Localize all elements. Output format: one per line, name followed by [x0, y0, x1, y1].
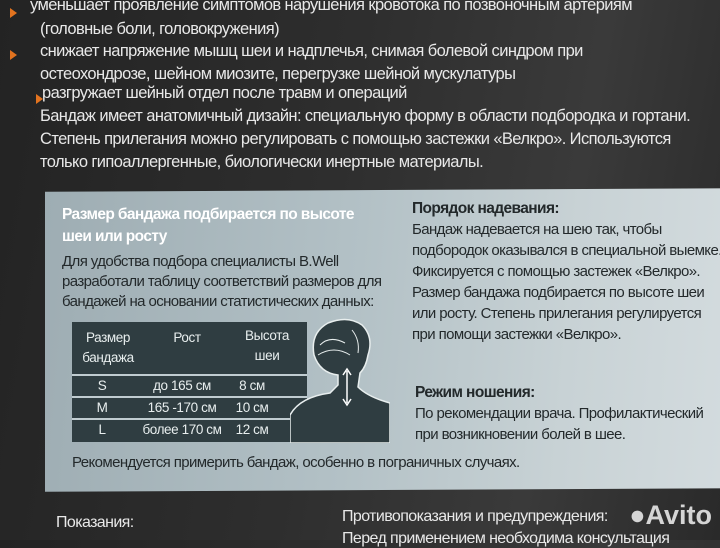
table-row: L более 170 см 12 см	[72, 418, 307, 437]
bullet-text: (головные боли, головокружения)	[40, 20, 280, 38]
size-heading: Размер бандажа подбирается по высоте	[62, 206, 354, 223]
head-neck-illustration	[290, 318, 390, 443]
bullet-icon	[10, 50, 17, 60]
bullet-icon	[10, 8, 17, 18]
header-neck: Высота	[245, 328, 289, 343]
watermark-text: Avito	[645, 500, 713, 530]
header-height: Рост	[173, 330, 201, 345]
size-heading: шеи или росту	[62, 228, 167, 245]
indications-heading: Показания:	[56, 514, 134, 531]
cell-height: более 170 см	[142, 422, 222, 437]
putting-on-line: подбородок оказывался в специальной выем…	[412, 242, 720, 259]
cell-size: L	[98, 422, 106, 437]
putting-on-line: или росту. Степень прилегания регулирует…	[412, 305, 702, 322]
cell-height: 165 -170 см	[147, 400, 217, 415]
cell-neck: 12 см	[235, 422, 269, 437]
bullet-text: снижает напряжение мышц шеи и надплечья,…	[40, 42, 583, 60]
header-size: бандажа	[82, 350, 134, 365]
size-table: Размер бандажа Рост Высота шеи S до 165 …	[72, 322, 307, 442]
cell-size: M	[96, 400, 108, 415]
bullet-text: разгружает шейный отдел после травм и оп…	[42, 84, 407, 102]
wearing-line: По рекомендации врача. Профилактический	[415, 405, 704, 422]
putting-on-line: Бандаж надевается на шею так, чтобы	[412, 221, 662, 238]
paragraph-line: Бандаж имеет анатомичный дизайн: специал…	[40, 107, 691, 125]
fitting-note: Рекомендуется примерить бандаж, особенно…	[72, 454, 520, 471]
table-row: M 165 -170 см 10 см	[72, 396, 307, 415]
bullet-icon	[36, 94, 43, 104]
cell-height: до 165 см	[153, 378, 211, 393]
header-neck: шеи	[254, 348, 280, 363]
cell-neck: 8 см	[239, 378, 265, 393]
table-row: S до 165 см 8 см	[72, 374, 307, 393]
cell-size: S	[97, 378, 107, 393]
size-intro: Для удобства подбора специалисты B.Well	[62, 253, 339, 270]
avito-logo-icon: ●	[629, 500, 646, 530]
wearing-heading: Режим ношения:	[415, 384, 535, 401]
putting-on-line: при помощи застежки «Велкро».	[412, 326, 622, 343]
paragraph-line: только гипоаллергенные, биологически ине…	[40, 153, 484, 171]
wearing-line: при возникновении болей в шее.	[415, 426, 626, 443]
bullet-text: уменьшает проявление симптомов нарушения…	[30, 0, 633, 14]
putting-on-heading: Порядок надевания:	[412, 200, 560, 217]
avito-watermark: ●Avito	[629, 500, 712, 531]
bullet-text: остеохондрозе, шейном миозите, перегрузк…	[40, 65, 516, 83]
size-intro: бандажей на основании статистических дан…	[62, 293, 374, 310]
putting-on-line: Размер бандажа подбирается по высоте шеи	[412, 284, 705, 301]
cell-neck: 10 см	[235, 400, 269, 415]
contraindications-line: Перед применением необходима консультаци…	[342, 530, 670, 547]
size-intro: разработали таблицу соответствий размеро…	[62, 273, 382, 290]
header-size: Размер	[86, 330, 130, 345]
paragraph-line: Степень прилегания можно регулировать с …	[40, 130, 671, 148]
putting-on-line: Фиксируется с помощью застежек «Велкро».	[412, 263, 701, 280]
contraindications-heading: Противопоказания и предупреждения:	[342, 508, 608, 525]
